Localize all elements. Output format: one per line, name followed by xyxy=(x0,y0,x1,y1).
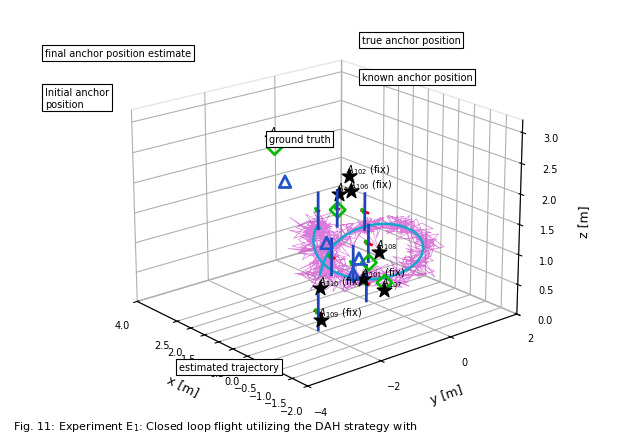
Text: Fig. 11: Experiment E$_1$: Closed loop flight utilizing the DAH strategy with: Fig. 11: Experiment E$_1$: Closed loop f… xyxy=(13,419,417,433)
Text: ground truth: ground truth xyxy=(269,134,330,145)
Text: Initial anchor
position: Initial anchor position xyxy=(45,88,109,110)
X-axis label: x [m]: x [m] xyxy=(165,372,201,399)
Text: true anchor position: true anchor position xyxy=(362,36,460,46)
Text: estimated trajectory: estimated trajectory xyxy=(179,362,279,372)
Text: final anchor position estimate: final anchor position estimate xyxy=(45,49,191,59)
Text: known anchor position: known anchor position xyxy=(362,73,472,83)
Y-axis label: y [m]: y [m] xyxy=(429,383,465,406)
